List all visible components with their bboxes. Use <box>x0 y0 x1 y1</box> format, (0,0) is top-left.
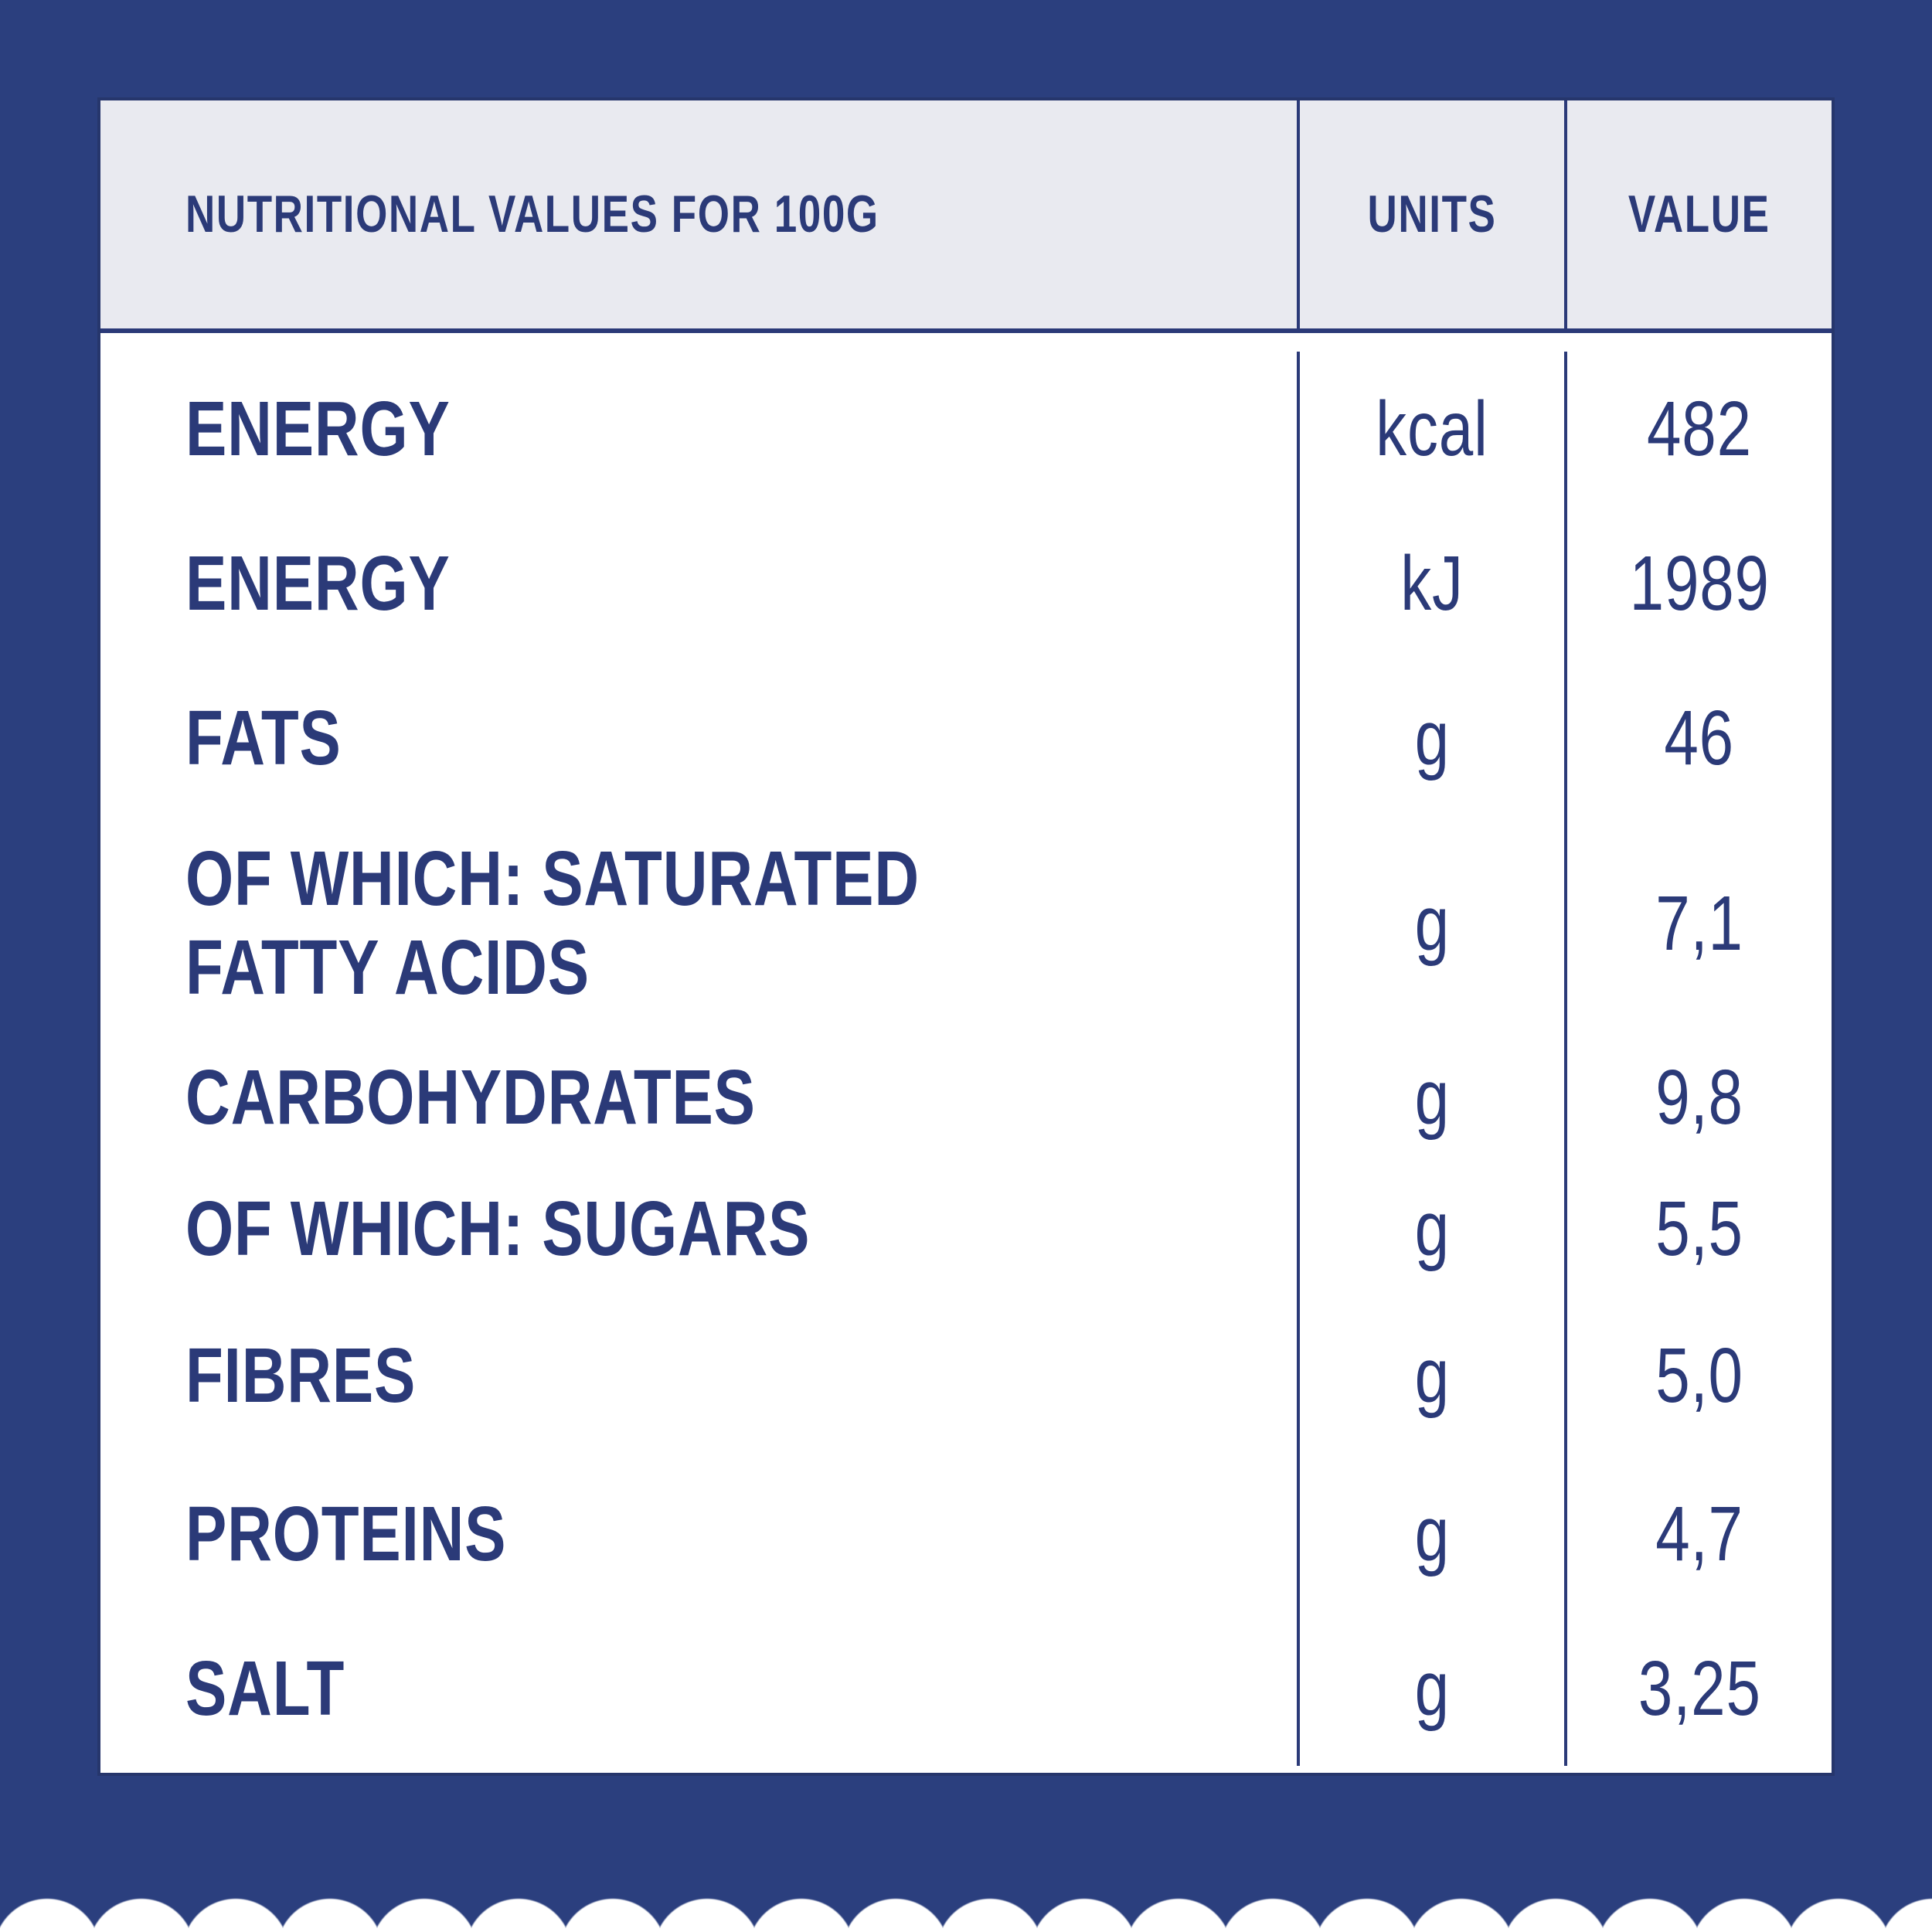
scalloped-bottom-edge <box>0 1816 1932 1932</box>
row-unit: g <box>1414 879 1450 967</box>
units-column-header: UNITS <box>1367 185 1497 244</box>
table-row-carbohydrates: CARBOHYDRATES g 9,8 <box>100 1032 1832 1163</box>
row-value: 1989 <box>1629 539 1770 627</box>
row-unit: kJ <box>1400 539 1464 627</box>
row-label: PROTEINS <box>185 1490 507 1577</box>
row-value: 9,8 <box>1655 1053 1743 1141</box>
row-unit: g <box>1414 1185 1450 1272</box>
row-label: ENERGY <box>185 385 451 472</box>
table-row-salt: SALT g 3,25 <box>100 1611 1832 1766</box>
row-unit: g <box>1414 1490 1450 1577</box>
row-label: ENERGY <box>185 539 451 627</box>
table-row-fibres: FIBRES g 5,0 <box>100 1294 1832 1457</box>
header-units-cell: UNITS <box>1297 100 1564 328</box>
row-label: CARBOHYDRATES <box>185 1053 756 1141</box>
row-unit: kcal <box>1376 385 1488 472</box>
value-column-header: VALUE <box>1628 185 1770 244</box>
header-title-cell: NUTRITIONAL VALUES FOR 100G <box>100 100 1297 328</box>
row-value: 5,5 <box>1655 1185 1743 1272</box>
row-label: OF WHICH: SATURATED FATTY ACIDS <box>185 835 937 1011</box>
row-value: 3,25 <box>1638 1645 1761 1732</box>
row-unit: g <box>1414 1053 1450 1141</box>
table-row-proteins: PROTEINS g 4,7 <box>100 1457 1832 1611</box>
row-unit: g <box>1414 1645 1450 1732</box>
nutrition-table: NUTRITIONAL VALUES FOR 100G UNITS VALUE … <box>97 97 1835 1776</box>
row-label: FIBRES <box>185 1332 417 1419</box>
table-body: ENERGY kcal 482 ENERGY kJ 1989 FATS g 46… <box>100 333 1832 1766</box>
table-row-saturated-fatty-acids: OF WHICH: SATURATED FATTY ACIDS g 7,1 <box>100 815 1832 1032</box>
row-value: 7,1 <box>1655 879 1743 967</box>
row-unit: g <box>1414 694 1450 781</box>
row-unit: g <box>1414 1332 1450 1419</box>
header-value-cell: VALUE <box>1564 100 1832 328</box>
table-row-sugars: OF WHICH: SUGARS g 5,5 <box>100 1163 1832 1294</box>
row-value: 5,0 <box>1655 1332 1743 1419</box>
row-label: FATS <box>185 694 342 781</box>
row-value: 4,7 <box>1655 1490 1743 1577</box>
table-row-energy-kcal: ENERGY kcal 482 <box>100 352 1832 506</box>
row-value: 46 <box>1664 694 1735 781</box>
table-row-energy-kj: ENERGY kJ 1989 <box>100 506 1832 661</box>
table-header-row: NUTRITIONAL VALUES FOR 100G UNITS VALUE <box>100 100 1832 333</box>
table-row-fats: FATS g 46 <box>100 661 1832 815</box>
row-label: OF WHICH: SUGARS <box>185 1185 811 1272</box>
row-value: 482 <box>1647 385 1752 472</box>
table-title: NUTRITIONAL VALUES FOR 100G <box>185 185 879 244</box>
row-label: SALT <box>185 1645 345 1732</box>
